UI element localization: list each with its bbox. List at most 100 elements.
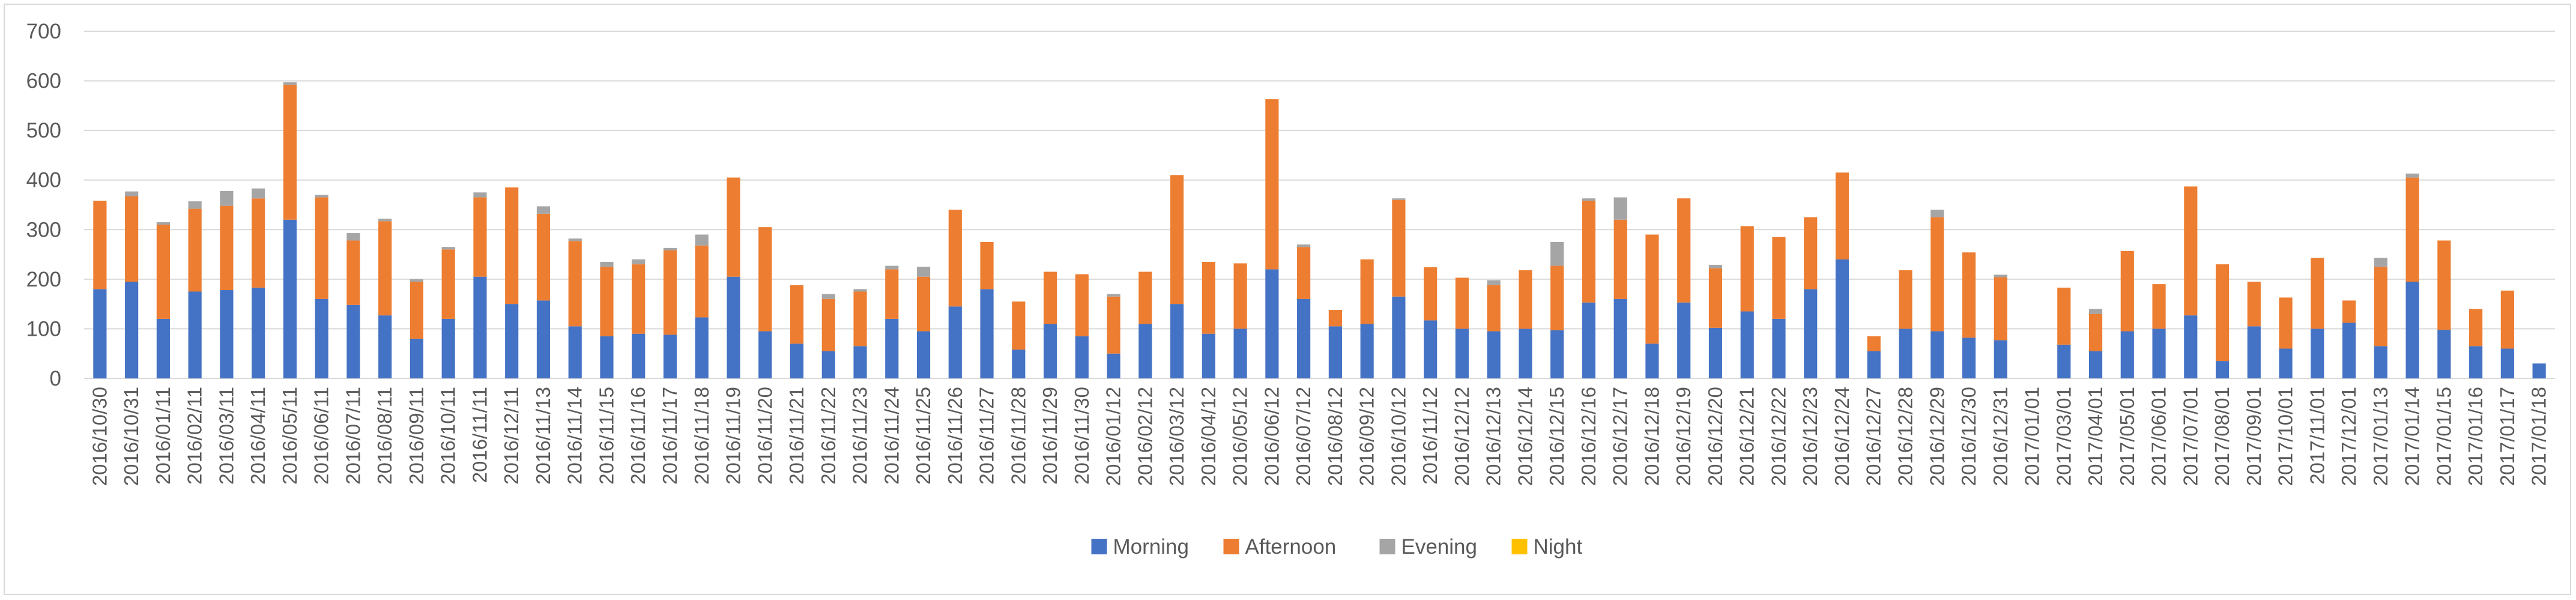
bar-morning — [1930, 331, 1944, 378]
x-tick-label: 2016/11/28 — [1007, 387, 1029, 485]
bar-afternoon — [1170, 175, 1184, 305]
bar-morning — [2374, 346, 2387, 378]
bar-morning — [188, 291, 202, 378]
x-tick-label: 2016/11/19 — [722, 387, 745, 485]
bar-afternoon — [2184, 186, 2198, 316]
legend-label-afternoon: Afternoon — [1245, 535, 1337, 559]
x-tick-label: 2016/11/24 — [880, 387, 903, 485]
bar-evening — [283, 82, 297, 85]
bar-morning — [441, 318, 455, 378]
bar-morning — [2088, 351, 2103, 378]
bar-morning — [948, 306, 962, 378]
x-tick-label: 2016/11/17 — [659, 387, 681, 485]
bar-morning — [2057, 344, 2071, 378]
bar-morning — [1360, 324, 1374, 378]
bar-afternoon — [283, 85, 297, 220]
x-tick-label: 2016/09/11 — [405, 387, 428, 485]
x-tick-label: 2016/07/11 — [342, 387, 364, 485]
y-tick-label: 200 — [26, 268, 61, 291]
bar-morning — [378, 315, 392, 378]
bar-morning — [220, 290, 234, 378]
bar-evening — [346, 233, 360, 241]
bar-evening — [1107, 294, 1120, 297]
x-tick-label: 2017/01/15 — [2432, 387, 2455, 486]
x-tick-label: 2017/04/01 — [2084, 387, 2106, 486]
bar-morning — [632, 333, 646, 378]
bar-afternoon — [1424, 267, 1438, 321]
bar-afternoon — [473, 197, 487, 277]
bar-afternoon — [93, 201, 107, 289]
bar-morning — [885, 318, 899, 378]
bar-afternoon — [410, 281, 424, 339]
y-tick-label: 700 — [26, 20, 61, 43]
bar-morning — [1867, 351, 1881, 378]
bar-morning — [1899, 329, 1912, 378]
x-tick-label: 2016/03/11 — [215, 387, 237, 485]
x-tick-label: 2017/11/01 — [2306, 387, 2328, 485]
x-tick-label: 2016/05/11 — [279, 387, 301, 485]
x-tick-label: 2017/12/01 — [2338, 387, 2360, 486]
bar-morning — [1613, 298, 1627, 378]
bar-morning — [2247, 326, 2261, 378]
legend-swatch-afternoon — [1223, 539, 1239, 554]
bar-morning — [695, 317, 709, 378]
x-tick-label: 2017/01/14 — [2401, 387, 2423, 486]
bar-morning — [2120, 331, 2134, 378]
bar-evening — [1582, 198, 1596, 201]
bar-afternoon — [1138, 271, 1152, 324]
bar-morning — [1233, 329, 1247, 378]
x-tick-label: 2016/07/12 — [1292, 387, 1314, 486]
bar-morning — [2311, 329, 2324, 378]
bar-morning — [1582, 302, 1596, 378]
bar-afternoon — [315, 197, 328, 299]
bar-morning — [1519, 329, 1532, 378]
bar-afternoon — [885, 269, 899, 319]
y-tick-label: 600 — [26, 70, 61, 93]
x-tick-label: 2017/01/16 — [2464, 387, 2487, 486]
bar-afternoon — [1075, 274, 1089, 336]
x-tick-label: 2016/10/12 — [1387, 387, 1409, 486]
bar-afternoon — [980, 241, 994, 289]
bar-morning — [283, 219, 297, 378]
bar-evening — [916, 267, 931, 277]
bar-morning — [2342, 323, 2356, 378]
x-tick-label: 2016/12/20 — [1704, 387, 1726, 486]
bar-morning — [790, 344, 804, 378]
bar-afternoon — [1233, 263, 1247, 329]
bar-evening — [885, 265, 899, 270]
bar-morning — [2437, 330, 2451, 378]
x-tick-label: 2016/11/29 — [1039, 387, 1061, 485]
x-tick-label: 2017/09/01 — [2243, 387, 2265, 486]
bar-evening — [1550, 241, 1564, 266]
bar-evening — [220, 190, 234, 206]
bar-afternoon — [1519, 270, 1532, 329]
bar-afternoon — [1487, 285, 1501, 332]
bar-evening — [378, 219, 392, 222]
legend-swatch-evening — [1379, 539, 1395, 554]
x-tick-label: 2016/02/12 — [1134, 387, 1156, 486]
bar-afternoon — [1550, 265, 1564, 330]
bar-afternoon — [346, 240, 360, 305]
bar-morning — [1645, 344, 1659, 378]
bar-afternoon — [758, 227, 772, 332]
bar-evening — [410, 279, 424, 282]
bar-afternoon — [1899, 270, 1912, 329]
x-tick-label: 2016/12/19 — [1672, 387, 1695, 486]
x-tick-label: 2016/09/12 — [1356, 387, 1378, 486]
bar-morning — [156, 318, 170, 378]
x-tick-label: 2017/01/13 — [2369, 387, 2392, 486]
bar-afternoon — [2469, 309, 2483, 347]
bar-afternoon — [1772, 237, 1786, 319]
bar-afternoon — [663, 250, 677, 335]
x-tick-label: 2016/06/12 — [1260, 387, 1283, 486]
bar-afternoon — [2437, 240, 2451, 330]
bar-evening — [536, 206, 551, 214]
bar-morning — [1740, 311, 1754, 378]
bar-afternoon — [125, 196, 139, 282]
legend-label-evening: Evening — [1401, 535, 1477, 559]
x-tick-label: 2016/12/11 — [500, 387, 522, 485]
bar-afternoon — [1360, 259, 1374, 324]
bar-afternoon — [695, 245, 709, 318]
x-tick-label: 2017/05/01 — [2116, 387, 2138, 486]
bar-afternoon — [853, 291, 867, 347]
